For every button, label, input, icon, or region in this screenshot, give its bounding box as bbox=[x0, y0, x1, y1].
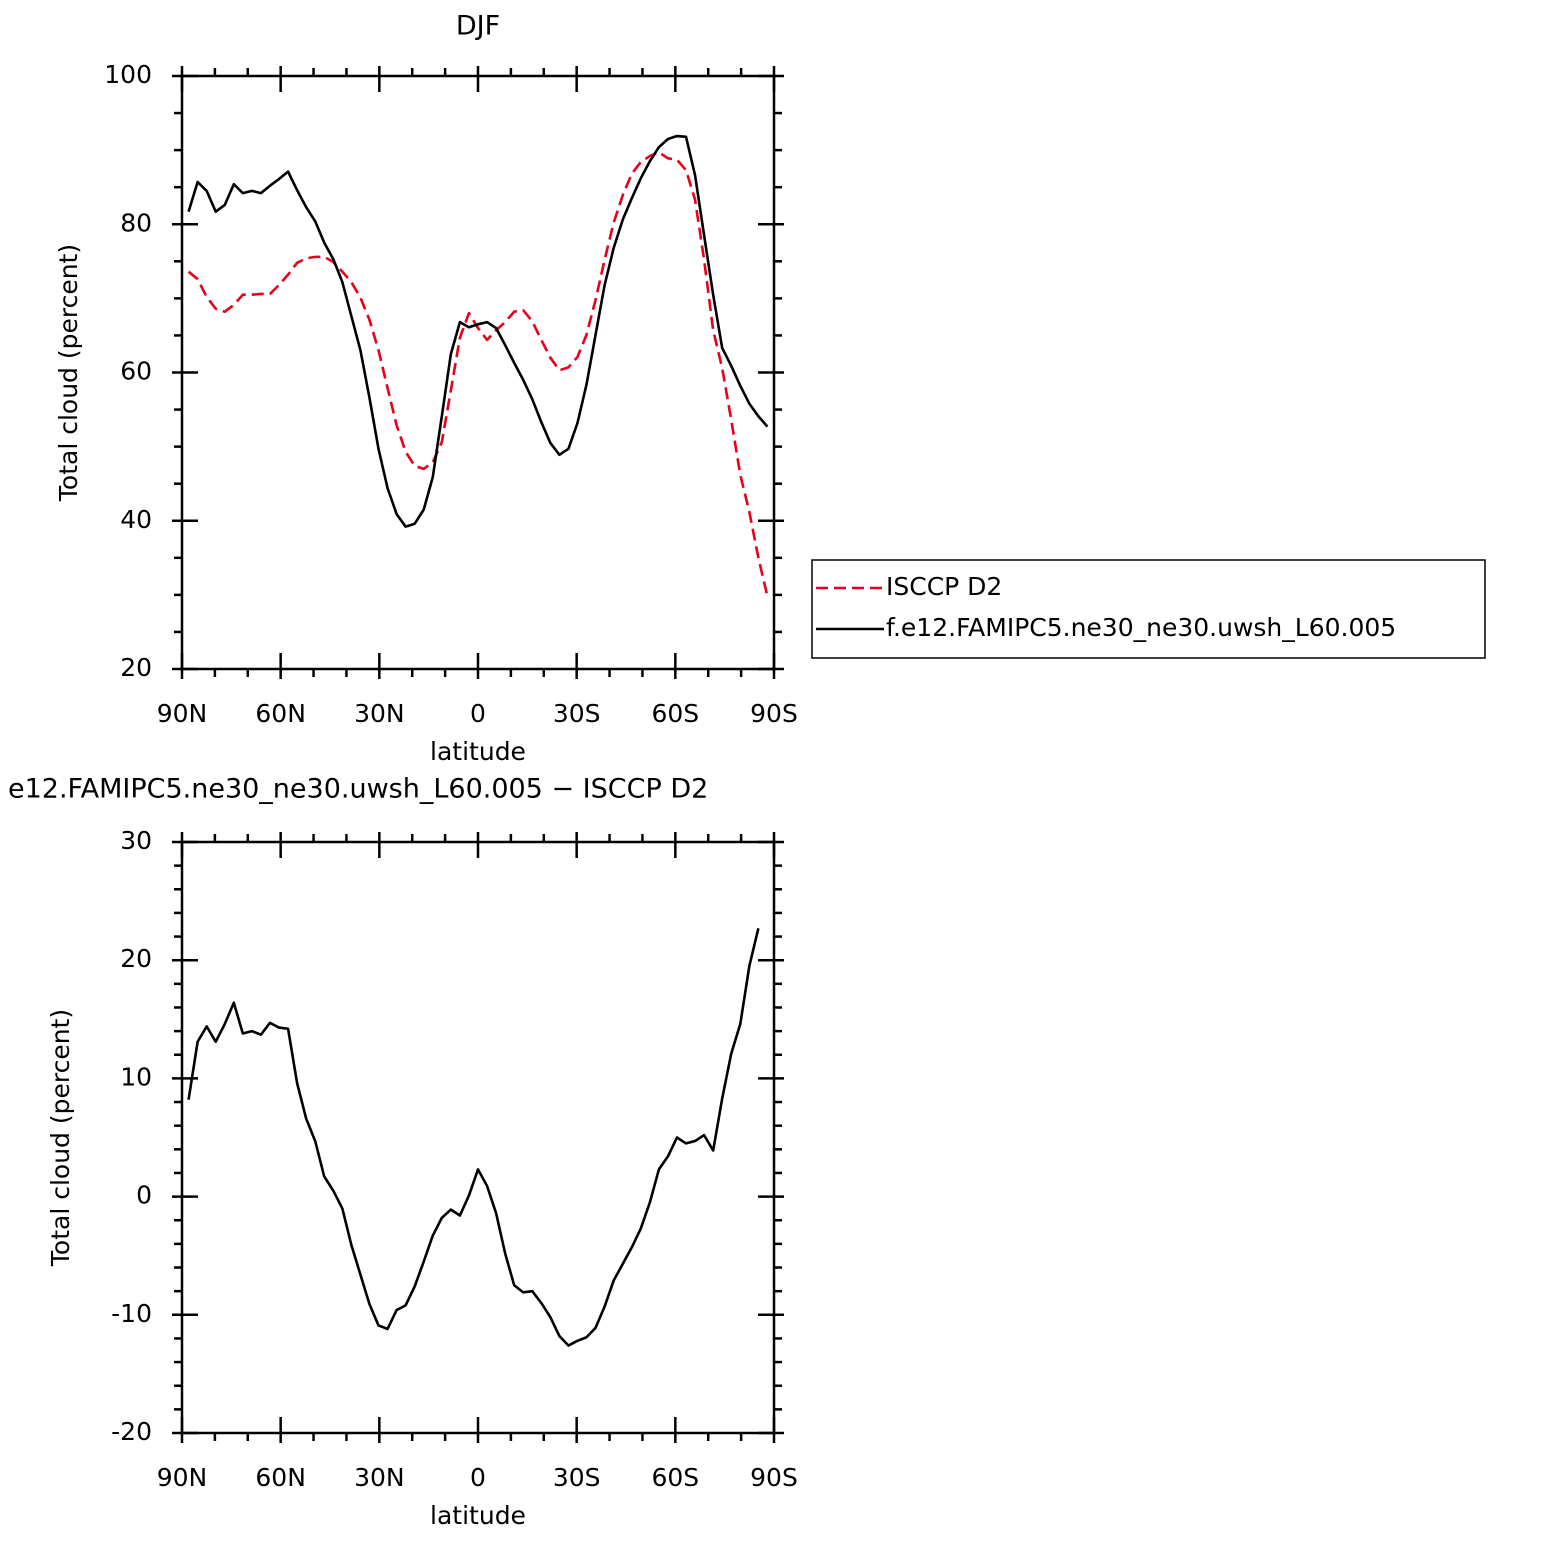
y-tick-label: -20 bbox=[111, 1417, 152, 1446]
y-axis-label: Total cloud (percent) bbox=[54, 244, 83, 502]
x-tick-label: 30S bbox=[553, 1463, 601, 1492]
x-axis-label: latitude bbox=[430, 737, 526, 766]
x-tick-label: 90N bbox=[157, 1463, 208, 1492]
data-line bbox=[187, 134, 769, 528]
legend-label: ISCCP D2 bbox=[886, 572, 1002, 601]
y-tick-label: 20 bbox=[120, 653, 152, 682]
x-tick-label: 30N bbox=[354, 699, 405, 728]
legend-box bbox=[811, 559, 1486, 659]
y-tick-label: 60 bbox=[120, 357, 152, 386]
y-tick-label: 10 bbox=[120, 1062, 152, 1091]
chart-title: DJF bbox=[456, 11, 500, 42]
y-tick-label: 20 bbox=[120, 944, 152, 973]
x-tick-label: 0 bbox=[470, 1463, 486, 1492]
plot-frame bbox=[180, 74, 776, 671]
y-tick-label: 30 bbox=[120, 826, 152, 855]
x-tick-label: 0 bbox=[470, 699, 486, 728]
x-tick-label: 60S bbox=[651, 1463, 699, 1492]
plot-frame bbox=[180, 840, 776, 1435]
x-tick-label: 90S bbox=[750, 699, 798, 728]
y-axis-label: Total cloud (percent) bbox=[46, 1009, 75, 1267]
y-tick-label: 80 bbox=[120, 208, 152, 237]
x-tick-label: 60N bbox=[255, 699, 306, 728]
legend-label: f.e12.FAMIPC5.ne30_ne30.uwsh_L60.005 bbox=[886, 613, 1396, 642]
x-tick-label: 30S bbox=[553, 699, 601, 728]
x-tick-label: 90S bbox=[750, 1463, 798, 1492]
y-tick-label: 100 bbox=[104, 60, 152, 89]
x-tick-label: 30N bbox=[354, 1463, 405, 1492]
y-tick-label: 0 bbox=[136, 1181, 152, 1210]
y-tick-label: -10 bbox=[111, 1299, 152, 1328]
data-line bbox=[187, 927, 760, 1347]
chart-title: e12.FAMIPC5.ne30_ne30.uwsh_L60.005 − ISC… bbox=[8, 774, 708, 805]
data-line bbox=[187, 151, 769, 597]
x-axis-label: latitude bbox=[430, 1501, 526, 1530]
x-tick-label: 60N bbox=[255, 1463, 306, 1492]
legend: ISCCP D2 f.e12.FAMIPC5.ne30_ne30.uwsh_L60… bbox=[811, 559, 1486, 659]
x-tick-label: 90N bbox=[157, 699, 208, 728]
y-tick-label: 40 bbox=[120, 505, 152, 534]
x-tick-label: 60S bbox=[651, 699, 699, 728]
